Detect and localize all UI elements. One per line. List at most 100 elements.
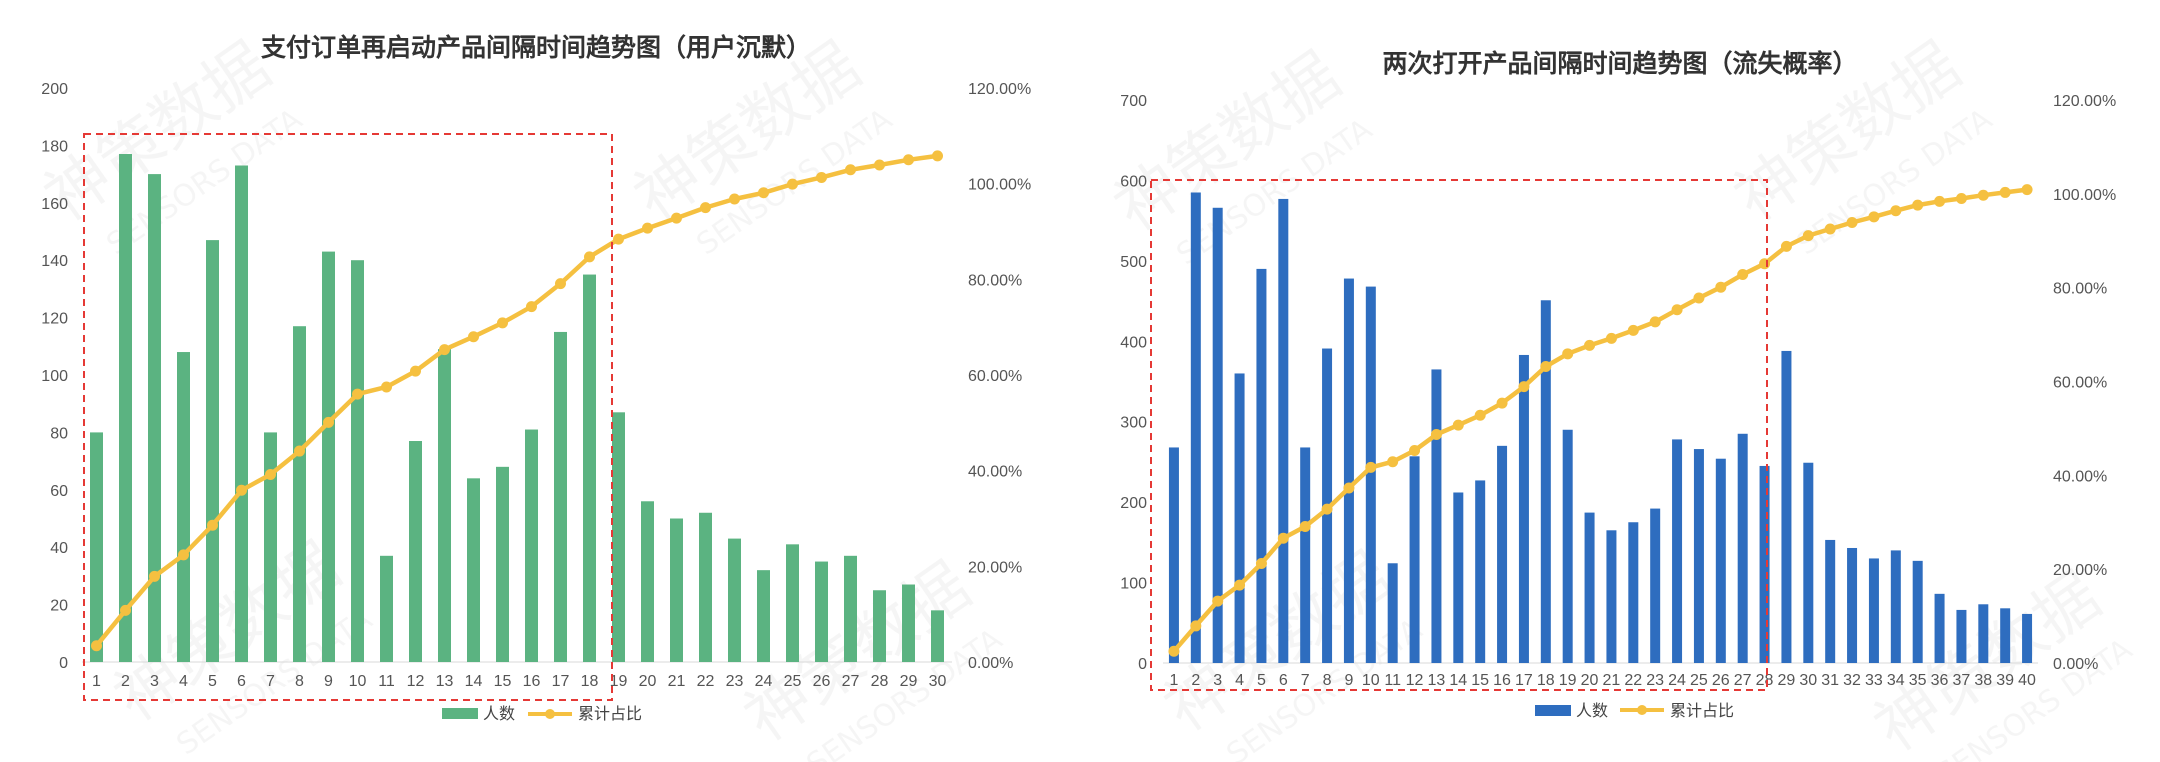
bar xyxy=(554,331,567,662)
legend-bar-swatch xyxy=(442,708,478,719)
x-tick-label: 37 xyxy=(1953,672,1971,689)
x-tick-label: 20 xyxy=(639,673,657,690)
bar xyxy=(1300,447,1311,663)
x-tick-label: 9 xyxy=(1344,672,1353,689)
line-point xyxy=(1212,595,1224,607)
bar xyxy=(1562,429,1573,663)
chart-legend[interactable]: 人数 累计占比 xyxy=(1535,701,1734,720)
line-point xyxy=(1343,482,1355,494)
x-tick-label: 9 xyxy=(324,673,333,690)
y-right-tick-label: 60.00% xyxy=(2053,375,2107,392)
x-tick-label: 28 xyxy=(1756,672,1774,689)
plot-area: 神策数据SENSORS DATA神策数据SENSORS DATA神策数据SENS… xyxy=(1120,93,2116,691)
bar xyxy=(1409,456,1420,663)
bar xyxy=(380,555,393,662)
x-tick-label: 24 xyxy=(1668,672,1686,689)
line-point xyxy=(932,150,943,162)
x-tick-label: 18 xyxy=(1537,672,1555,689)
line-point xyxy=(1955,193,1967,205)
bar xyxy=(670,518,683,662)
line-point xyxy=(1474,409,1486,421)
bar xyxy=(467,478,480,662)
x-tick-label: 30 xyxy=(1799,672,1817,689)
y-right-tick-label: 20.00% xyxy=(968,559,1022,576)
x-tick-label: 1 xyxy=(92,673,101,690)
line-point xyxy=(1605,332,1617,344)
y-left-tick-label: 100 xyxy=(41,368,68,385)
bar xyxy=(1737,433,1748,663)
line-point xyxy=(1759,258,1771,270)
y-right-tick-label: 100.00% xyxy=(2053,187,2116,204)
chart-svg-left: 支付订单再启动产品间隔时间趋势图（用户沉默） 神策数据SENSORS DATA神… xyxy=(41,33,1031,723)
x-tick-label: 19 xyxy=(610,673,628,690)
line-point xyxy=(1802,230,1814,242)
x-tick-label: 4 xyxy=(179,673,188,690)
x-tick-label: 4 xyxy=(1235,672,1244,689)
y-right-tick-label: 20.00% xyxy=(2053,562,2107,579)
bar xyxy=(1387,563,1398,663)
x-tick-label: 13 xyxy=(436,673,454,690)
line-point xyxy=(1518,381,1530,393)
y-right-tick-label: 40.00% xyxy=(968,464,1022,481)
x-tick-label: 1 xyxy=(1169,672,1178,689)
y-right-tick-label: 80.00% xyxy=(2053,281,2107,298)
line-point xyxy=(236,484,247,496)
line-point xyxy=(1452,419,1464,431)
x-tick-label: 29 xyxy=(900,673,918,690)
y-right-tick-label: 100.00% xyxy=(968,177,1031,194)
y-left-tick-label: 120 xyxy=(41,311,68,328)
y-right-tick-label: 120.00% xyxy=(2053,93,2116,110)
legend-bar-label: 人数 xyxy=(483,704,515,723)
x-tick-label: 12 xyxy=(1406,672,1424,689)
x-tick-label: 39 xyxy=(1996,672,2014,689)
x-tick-label: 7 xyxy=(1301,672,1310,689)
bar xyxy=(1234,373,1245,663)
line-point xyxy=(758,187,769,199)
bar xyxy=(728,538,741,662)
bar xyxy=(1956,609,1967,663)
line-point xyxy=(1934,195,1946,207)
bar xyxy=(525,429,538,662)
x-tick-label: 40 xyxy=(2018,672,2036,689)
line-point xyxy=(1890,205,1902,217)
legend-line-label: 累计占比 xyxy=(578,704,642,723)
x-tick-label: 13 xyxy=(1428,672,1446,689)
x-tick-label: 34 xyxy=(1887,672,1905,689)
bar xyxy=(583,274,596,662)
y-left-tick-label: 180 xyxy=(41,138,68,155)
plot-area: 神策数据SENSORS DATA神策数据SENSORS DATA神策数据SENS… xyxy=(41,81,1031,701)
y-right-tick-label: 80.00% xyxy=(968,272,1022,289)
bar xyxy=(148,174,161,662)
x-tick-label: 2 xyxy=(1191,672,1200,689)
chart-title: 支付订单再启动产品间隔时间趋势图（用户沉默） xyxy=(261,33,811,62)
chart-svg-right: 两次打开产品间隔时间趋势图（流失概率） 神策数据SENSORS DATA神策数据… xyxy=(1120,49,2116,720)
y-left-tick-label: 140 xyxy=(41,253,68,270)
line-point xyxy=(178,549,189,561)
bar xyxy=(1715,458,1726,663)
highlight-box xyxy=(1150,179,1768,691)
bar xyxy=(931,610,944,662)
bar xyxy=(1518,354,1529,663)
legend-bar-label: 人数 xyxy=(1576,701,1608,720)
x-tick-label: 33 xyxy=(1865,672,1883,689)
bar xyxy=(873,590,886,662)
x-tick-label: 3 xyxy=(1213,672,1222,689)
bar xyxy=(1278,198,1289,664)
bar xyxy=(786,544,799,662)
highlight-box xyxy=(83,133,613,701)
chart-legend[interactable]: 人数 累计占比 xyxy=(442,704,642,723)
bar xyxy=(206,240,219,663)
x-tick-label: 20 xyxy=(1581,672,1599,689)
bar xyxy=(1868,558,1879,663)
bar xyxy=(1650,508,1661,663)
x-tick-label: 2 xyxy=(121,673,130,690)
y-left-tick-label: 200 xyxy=(1120,495,1147,512)
line-point xyxy=(700,202,711,214)
x-tick-label: 26 xyxy=(813,673,831,690)
line-point xyxy=(1846,216,1858,228)
line-point xyxy=(1977,189,1989,201)
x-tick-label: 14 xyxy=(1449,672,1467,689)
line-point xyxy=(1540,360,1552,372)
bar xyxy=(1693,449,1704,663)
bar xyxy=(1628,522,1639,663)
